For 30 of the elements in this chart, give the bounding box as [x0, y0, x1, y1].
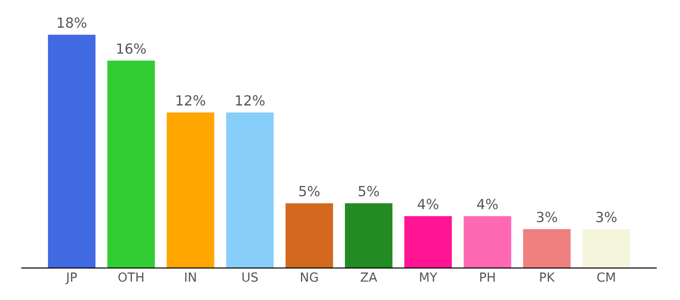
x-tick-label: PH	[480, 272, 495, 282]
bar	[404, 216, 452, 268]
x-tick-label: IN	[185, 272, 196, 282]
x-tick-label: CM	[597, 272, 615, 282]
data-label: 5%	[299, 186, 320, 196]
x-tick-label: US	[242, 272, 258, 282]
data-label: 3%	[536, 212, 558, 222]
bar	[464, 216, 512, 268]
x-tick-label: NG	[300, 272, 318, 282]
data-label: 4%	[418, 198, 438, 210]
bar	[582, 229, 630, 268]
bar	[166, 112, 214, 268]
data-label: 4%	[477, 198, 498, 210]
data-label: 16%	[117, 43, 146, 54]
x-tick-label: ZA	[360, 272, 378, 282]
bar	[107, 60, 155, 268]
x-tick-label: MY	[420, 272, 438, 282]
data-label: 12%	[176, 95, 206, 106]
data-label: 18%	[58, 17, 86, 28]
bar	[344, 203, 392, 268]
data-label: 12%	[236, 95, 265, 106]
bar	[48, 34, 96, 268]
x-tick-label: OTH	[118, 272, 144, 282]
bar	[286, 203, 334, 268]
bar	[226, 112, 274, 268]
data-label: 3%	[596, 212, 616, 222]
x-tick-label: PK	[540, 272, 555, 282]
bar	[523, 229, 571, 268]
data-label: 5%	[358, 186, 379, 196]
x-tick-label: JP	[65, 272, 77, 284]
